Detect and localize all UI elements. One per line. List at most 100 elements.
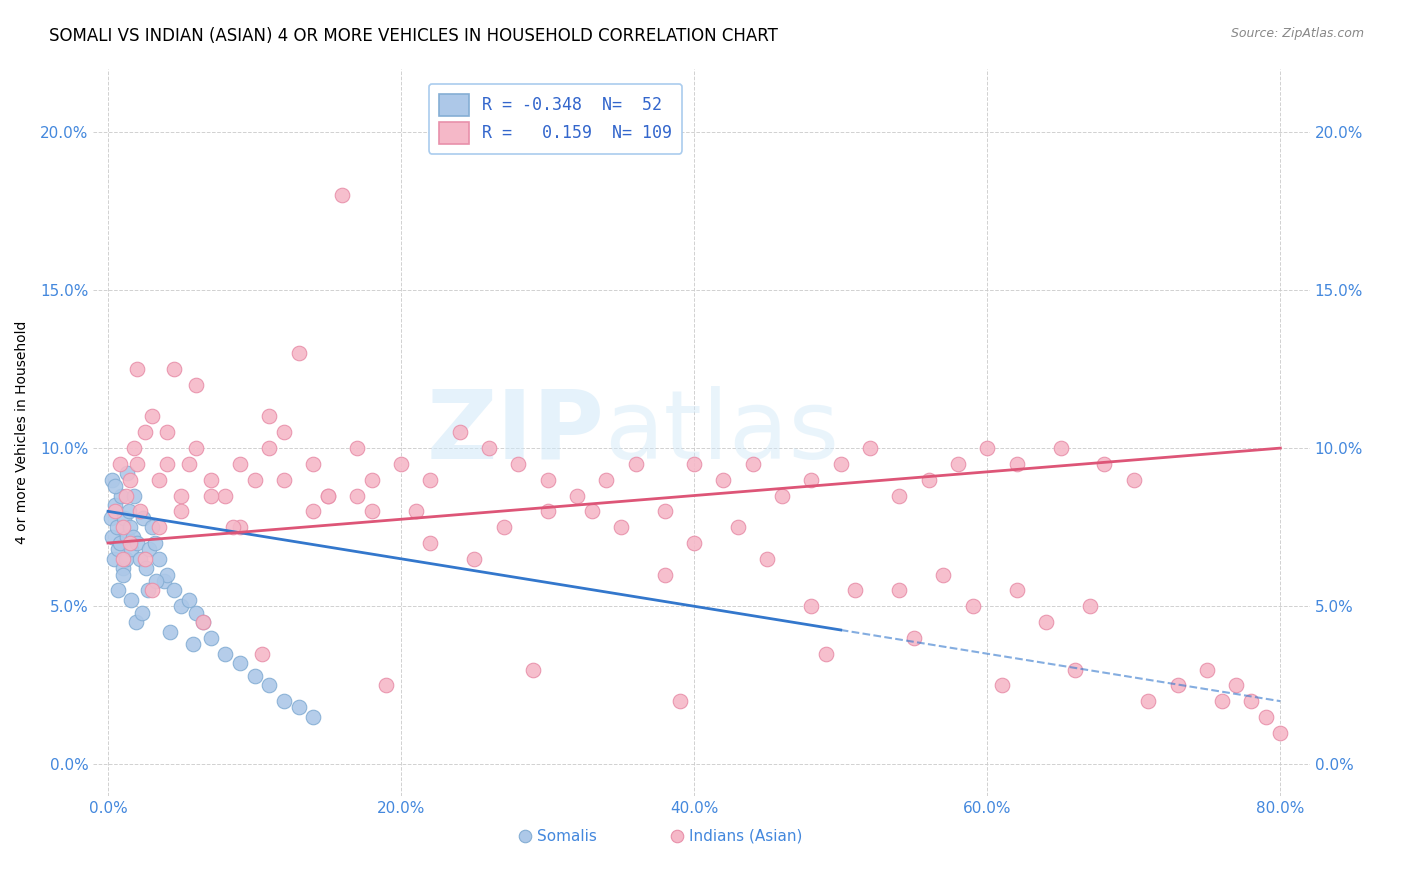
Point — [135, 561, 157, 575]
Point — [1078, 599, 1101, 614]
Point — [946, 457, 969, 471]
Point — [595, 473, 617, 487]
Point — [163, 362, 186, 376]
Point — [143, 536, 166, 550]
Point — [492, 520, 515, 534]
Point — [302, 504, 325, 518]
Point — [200, 631, 222, 645]
Text: Indians (Asian): Indians (Asian) — [689, 829, 803, 844]
Point — [118, 520, 141, 534]
Point — [536, 473, 558, 487]
Point — [129, 504, 152, 518]
Point — [122, 530, 145, 544]
Point — [156, 425, 179, 440]
Point — [177, 457, 200, 471]
Point — [193, 615, 215, 629]
Point — [229, 520, 252, 534]
Point — [101, 530, 124, 544]
Point — [145, 574, 167, 588]
Point — [844, 583, 866, 598]
Point — [991, 678, 1014, 692]
Point — [193, 615, 215, 629]
Point — [770, 489, 793, 503]
Point — [184, 377, 207, 392]
Point — [104, 479, 127, 493]
Point — [170, 504, 193, 518]
Point — [419, 536, 441, 550]
Point — [346, 441, 368, 455]
Point — [111, 561, 134, 575]
Point — [159, 624, 181, 639]
Point — [741, 457, 763, 471]
Point — [332, 188, 354, 202]
Point — [148, 520, 170, 534]
Point — [148, 473, 170, 487]
Point — [257, 678, 280, 692]
Point — [111, 520, 134, 534]
Point — [243, 669, 266, 683]
Point — [273, 694, 295, 708]
Point — [170, 599, 193, 614]
Point — [111, 567, 134, 582]
Point — [565, 489, 588, 503]
Point — [346, 489, 368, 503]
Point — [1005, 583, 1028, 598]
Text: atlas: atlas — [605, 385, 839, 479]
Point — [125, 615, 148, 629]
Point — [536, 504, 558, 518]
Point — [124, 489, 146, 503]
Point — [117, 504, 139, 518]
Point — [110, 489, 132, 503]
Point — [114, 489, 136, 503]
Point — [229, 457, 252, 471]
Point — [134, 551, 156, 566]
Point — [449, 425, 471, 440]
Point — [360, 473, 382, 487]
Point — [136, 583, 159, 598]
Point — [654, 567, 676, 582]
Text: Somalis: Somalis — [537, 829, 598, 844]
Point — [903, 631, 925, 645]
Point — [177, 593, 200, 607]
Point — [141, 520, 163, 534]
Point — [1137, 694, 1160, 708]
Point — [273, 425, 295, 440]
Point — [115, 530, 138, 544]
Point — [375, 678, 398, 692]
Point — [120, 542, 142, 557]
Point — [889, 583, 911, 598]
Point — [118, 536, 141, 550]
Point — [859, 441, 882, 455]
Point — [1270, 726, 1292, 740]
Point — [114, 551, 136, 566]
Point — [830, 457, 852, 471]
Point — [654, 504, 676, 518]
Point — [405, 504, 427, 518]
Point — [1240, 694, 1263, 708]
Point — [287, 346, 309, 360]
Point — [1094, 457, 1116, 471]
Point — [962, 599, 984, 614]
Point — [104, 498, 127, 512]
Point — [127, 457, 149, 471]
Point — [508, 457, 530, 471]
Point — [1122, 473, 1144, 487]
Text: ZIP: ZIP — [426, 385, 605, 479]
Point — [976, 441, 998, 455]
Point — [118, 473, 141, 487]
Point — [1211, 694, 1233, 708]
Point — [127, 362, 149, 376]
Point — [111, 551, 134, 566]
Point — [127, 536, 149, 550]
Point — [1225, 678, 1247, 692]
Point — [124, 441, 146, 455]
Point — [683, 536, 706, 550]
Point — [120, 593, 142, 607]
Point — [668, 694, 690, 708]
Point — [360, 504, 382, 518]
Point — [101, 473, 124, 487]
Point — [287, 700, 309, 714]
Point — [163, 583, 186, 598]
Point — [107, 542, 129, 557]
Point — [1005, 457, 1028, 471]
